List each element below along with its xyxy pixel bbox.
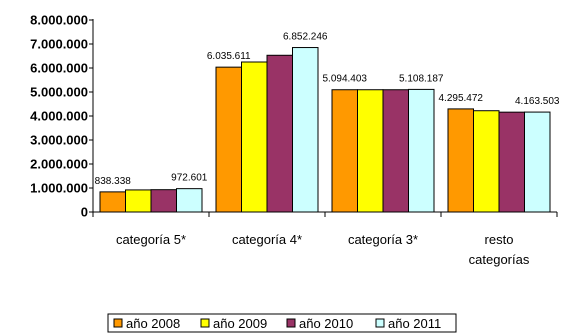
legend: año 2008 año 2009 año 2010 año 2011: [107, 313, 457, 333]
data-label: 838.338: [95, 176, 132, 187]
legend-swatch: [286, 318, 296, 328]
bar-año-2009-cat-1: [241, 61, 268, 213]
bar-año-2011-cat-0: [176, 188, 203, 213]
bar-año-2011-cat-1: [292, 47, 319, 213]
legend-label: año 2008: [126, 316, 180, 331]
data-label: 5.094.403: [323, 74, 368, 85]
x-tick-label: categorías: [469, 252, 530, 267]
bar-año-2008-cat-0: [99, 191, 126, 213]
bar-año-2009-cat-0: [125, 189, 152, 213]
x-axis-tick-labels: categoría 5* categoría 4* categoría 3* rest…: [116, 232, 530, 267]
bar-año-2010-cat-0: [150, 189, 177, 213]
legend-swatch: [375, 318, 385, 328]
y-axis-tick-labels: 0 1.000.000 2.000.000 3.000.000 4.000.000 5.0…: [30, 13, 88, 220]
data-label: 972.601: [171, 173, 208, 184]
y-tick-label: 6.000.000: [30, 61, 88, 76]
legend-label: año 2010: [299, 316, 353, 331]
y-tick-label: 1.000.000: [30, 181, 88, 196]
bar-año-2009-cat-3: [473, 110, 500, 213]
legend-box: [107, 313, 457, 333]
bar-año-2010-cat-3: [498, 111, 525, 213]
y-tick-label: 5.000.000: [30, 85, 88, 100]
bar-año-2011-cat-2: [408, 88, 435, 213]
bar-año-2011-cat-3: [524, 111, 551, 213]
legend-swatch: [113, 318, 123, 328]
x-tick-label: categoría 3*: [348, 232, 418, 247]
data-label: 5.108.187: [399, 73, 444, 84]
y-tick-label: 8.000.000: [30, 13, 88, 28]
data-label: 4.163.503: [515, 96, 560, 107]
bar-año-2008-cat-3: [447, 108, 474, 213]
bar-año-2009-cat-2: [357, 89, 384, 213]
bar-año-2008-cat-1: [215, 66, 242, 213]
bar-año-2008-cat-2: [331, 89, 358, 213]
y-tick-label: 7.000.000: [30, 37, 88, 52]
y-tick-label: 0: [81, 205, 88, 220]
legend-swatch: [200, 318, 210, 328]
data-label: 6.035.611: [207, 51, 251, 62]
legend-label: año 2011: [388, 316, 441, 331]
legend-label: año 2009: [213, 316, 267, 331]
x-tick-label: categoría 4*: [232, 232, 302, 247]
y-tick-label: 3.000.000: [30, 133, 88, 148]
bar-año-2010-cat-2: [382, 89, 409, 213]
data-labels-group: 838.338 972.601 6.035.611 6.852.246 5.094.40…: [95, 32, 560, 187]
bar-año-2010-cat-1: [266, 54, 293, 213]
x-tick-label: categoría 5*: [116, 232, 186, 247]
bar-series-group: [99, 47, 551, 213]
data-label: 6.852.246: [283, 32, 328, 43]
axes-group: [89, 19, 558, 217]
y-tick-label: 4.000.000: [30, 109, 88, 124]
data-label: 4.295.472: [439, 93, 484, 104]
x-tick-label: resto: [485, 232, 514, 247]
y-tick-label: 2.000.000: [30, 157, 88, 172]
